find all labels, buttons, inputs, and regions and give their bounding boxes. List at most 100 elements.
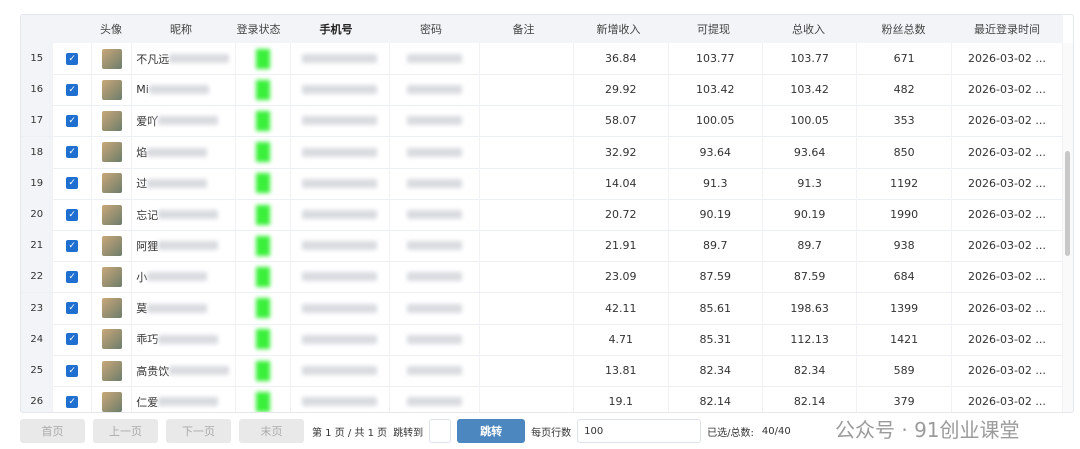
avatar: [101, 329, 122, 350]
notes-cell: [480, 386, 575, 412]
table-row[interactable]: 23 ✓ 莫 42.11 85.61 198.63 1399 2026-03-0…: [21, 292, 1064, 325]
row-checkbox[interactable]: ✓: [53, 74, 92, 106]
avatar-cell: [92, 261, 133, 293]
status-indicator: [255, 79, 270, 100]
nickname-cell: 阿狸: [132, 230, 236, 262]
fans-count: 379: [857, 386, 952, 412]
row-checkbox[interactable]: ✓: [53, 167, 92, 199]
row-checkbox[interactable]: ✓: [53, 355, 92, 386]
last-page-button[interactable]: 末页: [239, 419, 304, 443]
row-checkbox[interactable]: ✓: [53, 386, 92, 412]
avatar: [101, 173, 122, 194]
redacted-text: [169, 54, 230, 63]
header-new-income[interactable]: 新增收入: [596, 23, 641, 36]
nickname-cell: 不凡远: [132, 43, 236, 74]
table-row[interactable]: 20 ✓ 忘记 20.72 90.19 90.19 1990 2026-03-0…: [21, 199, 1064, 231]
new-income: 19.1: [574, 386, 669, 412]
phone-cell: [291, 199, 391, 230]
last-login: 2026-03-02 ...: [952, 105, 1064, 137]
check-icon: ✓: [66, 52, 79, 65]
redacted-text: [158, 241, 219, 251]
table-row[interactable]: 17 ✓ 爱吖 58.07 100.05 100.05 353 2026-03-…: [21, 105, 1064, 138]
withdrawable: 103.42: [669, 74, 763, 106]
table-row[interactable]: 22 ✓ 小 23.09 87.59 87.59 684 2026-03-02 …: [21, 261, 1064, 294]
phone-cell: [291, 386, 391, 412]
redacted-text: [158, 116, 219, 126]
scrollbar-thumb[interactable]: [1065, 151, 1070, 256]
new-income: 13.81: [574, 355, 669, 386]
next-page-button[interactable]: 下一页: [166, 419, 231, 443]
row-checkbox[interactable]: ✓: [53, 136, 92, 168]
withdrawable: 90.19: [669, 199, 763, 230]
total-income: 91.3: [763, 167, 858, 199]
header-notes[interactable]: 备注: [512, 23, 535, 36]
row-checkbox[interactable]: ✓: [53, 261, 92, 293]
page-info: 第 1 页 / 共 1 页: [312, 427, 388, 439]
row-index: 15: [21, 43, 54, 74]
new-income: 20.72: [574, 199, 669, 230]
fans-count: 1192: [857, 167, 952, 199]
table-row[interactable]: 25 ✓ 高贵饮 13.81 82.34 82.34 589 2026-03-0…: [21, 355, 1064, 387]
total-income: 103.77: [763, 43, 858, 74]
redacted-phone: [302, 54, 378, 63]
phone-cell: [291, 74, 391, 106]
redacted-password: [406, 241, 462, 251]
row-index: 20: [21, 199, 54, 230]
jump-button[interactable]: 跳转: [457, 419, 526, 443]
header-fans[interactable]: 粉丝总数: [881, 23, 926, 36]
header-nickname[interactable]: 昵称: [170, 23, 192, 36]
check-icon: ✓: [66, 302, 79, 315]
nickname-cell: 焰: [132, 136, 236, 168]
header-select[interactable]: [53, 15, 91, 43]
header-total-income[interactable]: 总收入: [792, 23, 825, 36]
status-indicator: [255, 360, 270, 381]
last-login: 2026-03-02 ...: [952, 43, 1064, 74]
table-row[interactable]: 19 ✓ 过 14.04 91.3 91.3 1192 2026-03-02 .…: [21, 167, 1064, 200]
last-login: 2026-03-02 ...: [952, 292, 1064, 324]
row-checkbox[interactable]: ✓: [53, 230, 92, 262]
row-checkbox[interactable]: ✓: [53, 105, 92, 137]
login-status-cell: [236, 167, 291, 199]
table-row[interactable]: 24 ✓ 乖巧 4.71 85.31 112.13 1421 2026-03-0…: [21, 323, 1064, 356]
password-cell: [390, 323, 480, 355]
jump-page-input[interactable]: [429, 419, 452, 443]
row-checkbox[interactable]: ✓: [53, 199, 92, 230]
avatar-cell: [92, 323, 133, 355]
total-income: 112.13: [763, 323, 858, 355]
row-checkbox[interactable]: ✓: [53, 43, 92, 74]
fans-count: 482: [857, 74, 952, 106]
redacted-password: [406, 272, 462, 282]
header-password[interactable]: 密码: [420, 23, 442, 36]
phone-cell: [291, 292, 391, 324]
phone-cell: [291, 323, 391, 355]
nickname: 乖巧: [136, 333, 159, 347]
row-checkbox[interactable]: ✓: [53, 323, 92, 355]
nickname-cell: 过: [132, 167, 236, 199]
header-avatar[interactable]: 头像: [100, 23, 122, 36]
nickname: 阿狸: [136, 239, 159, 253]
header-phone[interactable]: 手机号: [319, 23, 353, 36]
header-last-login[interactable]: 最近登录时间: [974, 23, 1040, 36]
table-row[interactable]: 21 ✓ 阿狸 21.91 89.7 89.7 938 2026-03-02 .…: [21, 230, 1064, 263]
header-login-status[interactable]: 登录状态: [236, 23, 281, 36]
redacted-password: [406, 85, 462, 95]
phone-cell: [291, 230, 391, 262]
prev-page-button[interactable]: 上一页: [93, 419, 158, 443]
redacted-password: [406, 366, 462, 375]
table-row[interactable]: 16 ✓ Mi 29.92 103.42 103.42 482 2026-03-…: [21, 74, 1064, 107]
selected-label: 已选/总数:: [707, 427, 754, 439]
row-checkbox[interactable]: ✓: [53, 292, 92, 324]
table-row[interactable]: 26 ✓ 仁爱 19.1 82.14 82.14 379 2026-03-02 …: [21, 386, 1064, 412]
redacted-text: [147, 147, 208, 157]
header-withdrawable[interactable]: 可提现: [697, 23, 730, 36]
first-page-button[interactable]: 首页: [20, 419, 85, 443]
last-login: 2026-03-02 ...: [952, 323, 1064, 355]
check-icon: ✓: [66, 83, 79, 96]
notes-cell: [480, 167, 575, 199]
withdrawable: 85.31: [669, 323, 763, 355]
vertical-scrollbar[interactable]: [1063, 43, 1073, 412]
last-login: 2026-03-02 ...: [952, 74, 1064, 106]
table-row[interactable]: 18 ✓ 焰 32.92 93.64 93.64 850 2026-03-02 …: [21, 136, 1064, 169]
table-row[interactable]: 15 ✓ 不凡远 36.84 103.77 103.77 671 2026-03…: [21, 43, 1064, 75]
rows-per-page-input[interactable]: 100: [577, 419, 702, 443]
